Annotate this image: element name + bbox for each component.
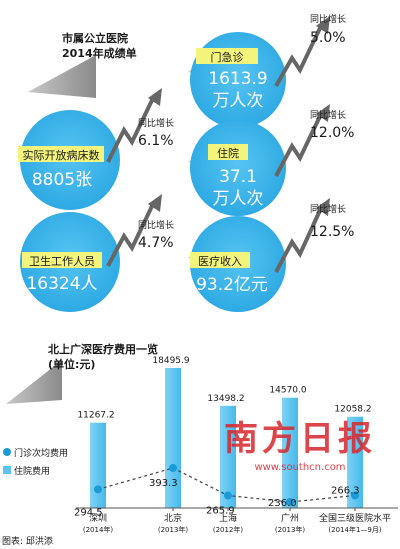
growth-arrow-icon — [274, 23, 324, 87]
stat-unit: 万人次 — [213, 91, 264, 111]
growth-value: 6.1% — [138, 133, 174, 149]
bar-inpatient — [90, 422, 106, 508]
bar-value-label: 12058.2 — [334, 405, 371, 415]
chart-subtitle: (单位:元) — [48, 357, 95, 371]
growth-arrow-icon — [106, 201, 156, 267]
watermark-url: www.southcn.com — [254, 462, 345, 473]
stat-value: 37.1 — [219, 167, 257, 187]
stat-outpatient: 门急诊 1613.9 万人次 同比增长 5.0% — [188, 13, 346, 128]
stat-staff: 卫生工作人员 16324人 同比增长 4.7% — [20, 194, 174, 312]
x-tick-label: 北京 — [164, 512, 182, 524]
line-point-outpatient — [224, 491, 232, 500]
chart-area: 北上广深医疗费用一览 (单位:元) 门诊次均费用 住院费用 11267.2 184… — [3, 342, 398, 534]
growth-arrowhead-icon — [148, 194, 162, 212]
legend-marker-outpatient — [3, 448, 11, 456]
growth-value: 12.0% — [310, 125, 354, 141]
stat-label-box — [18, 146, 104, 162]
line-point-outpatient — [351, 491, 359, 500]
bar-value-label: 11267.2 — [77, 411, 114, 421]
stat-revenue: 医疗收入 93.2亿元 同比增长 12.5% — [188, 198, 354, 312]
stat-label-box — [22, 252, 102, 268]
title-line-2: 2014年成绩单 — [62, 46, 137, 60]
stat-inpatient: 住院 37.1 万人次 同比增长 12.0% — [188, 104, 354, 216]
stat-label-box — [208, 144, 248, 160]
stat-label: 住院 — [217, 146, 239, 160]
bar-series: 11267.2 18495.9 13498.2 14570.0 12058.2 — [77, 356, 372, 508]
title-block: 市属公立医院 2014年成绩单 — [28, 31, 137, 98]
line-point-outpatient — [94, 485, 102, 494]
growth-arrow-icon — [106, 95, 156, 163]
watermark-text: 南方日报 — [224, 419, 376, 459]
line-points: 294.5 393.3 265.9 236.0 266.3 — [74, 464, 360, 518]
growth-arrowhead-icon — [316, 16, 330, 34]
legend-label-outpatient: 门诊次均费用 — [14, 447, 68, 459]
legend-marker-inpatient — [3, 466, 11, 474]
x-tick-label: 上海 — [219, 512, 237, 524]
bar-value-label: 14570.0 — [269, 386, 306, 396]
x-tick-label: 全国三级医院水平 — [319, 512, 391, 524]
line-point-label: 266.3 — [331, 485, 360, 496]
chart-title-triangle — [6, 360, 62, 404]
watermark: 南方日报 www.southcn.com — [224, 419, 376, 473]
x-axis: 深圳(2014年)北京(2013年)上海(2012年)广州(2013年)全国三级… — [76, 507, 398, 534]
bar-value-label: 13498.2 — [207, 394, 244, 404]
x-tick-label: 深圳 — [89, 513, 107, 524]
stat-value: 16324人 — [26, 274, 97, 294]
stat-value: 8805张 — [32, 170, 92, 190]
title-triangle — [28, 55, 96, 98]
line-point-label: 294.5 — [74, 507, 103, 518]
x-tick-note: (2013年) — [158, 525, 189, 534]
growth-label: 同比增长 — [310, 109, 346, 121]
line-point-label: 236.0 — [268, 498, 297, 509]
x-tick-note: (2014年) — [83, 525, 114, 534]
growth-value: 5.0% — [310, 30, 346, 46]
growth-value: 12.5% — [310, 224, 354, 240]
title-line-1: 市属公立医院 — [62, 31, 128, 45]
growth-arrow-icon — [274, 111, 324, 177]
stat-value: 1613.9 — [208, 69, 267, 89]
line-point-outpatient — [169, 464, 177, 472]
line-point-label: 265.9 — [206, 506, 235, 517]
growth-label: 同比增长 — [138, 117, 174, 129]
stat-value: 93.2亿元 — [196, 275, 268, 295]
x-tick-note: (2012年) — [213, 525, 244, 534]
x-tick-note: (2014年1—9月) — [328, 525, 381, 534]
legend: 门诊次均费用 住院费用 — [3, 447, 68, 477]
stat-label: 实际开放病床数 — [23, 148, 100, 162]
growth-label: 同比增长 — [138, 219, 174, 231]
stat-label: 门急诊 — [211, 50, 244, 64]
growth-arrowhead-icon — [316, 104, 330, 122]
x-tick-label: 广州 — [281, 512, 299, 524]
stat-unit: 万人次 — [213, 189, 264, 209]
stat-label: 医疗收入 — [198, 254, 242, 268]
x-tick-note: (2013年) — [275, 525, 306, 534]
stat-beds: 实际开放病床数 8805张 同比增长 6.1% — [18, 88, 174, 210]
legend-label-inpatient: 住院费用 — [14, 465, 50, 477]
bar-inpatient — [220, 405, 236, 508]
chart-title: 北上广深医疗费用一览 — [48, 342, 158, 356]
growth-label: 同比增长 — [310, 203, 346, 215]
line-point-label: 393.3 — [149, 478, 178, 489]
stat-label: 卫生工作人员 — [29, 254, 95, 268]
bar-value-label: 18495.9 — [152, 356, 189, 366]
growth-arrowhead-icon — [316, 198, 330, 216]
growth-label: 同比增长 — [310, 13, 346, 25]
line-point-outpatient — [286, 498, 294, 506]
stat-label-box — [190, 252, 250, 268]
credit: 图表: 邱洪添 — [2, 535, 53, 547]
bar-inpatient — [165, 368, 181, 508]
bar-inpatient — [347, 416, 363, 508]
bar-inpatient — [282, 397, 298, 508]
growth-arrow-icon — [274, 205, 324, 273]
stat-label-box — [196, 48, 258, 64]
growth-arrowhead-icon — [148, 88, 162, 106]
growth-value: 4.7% — [138, 235, 174, 251]
